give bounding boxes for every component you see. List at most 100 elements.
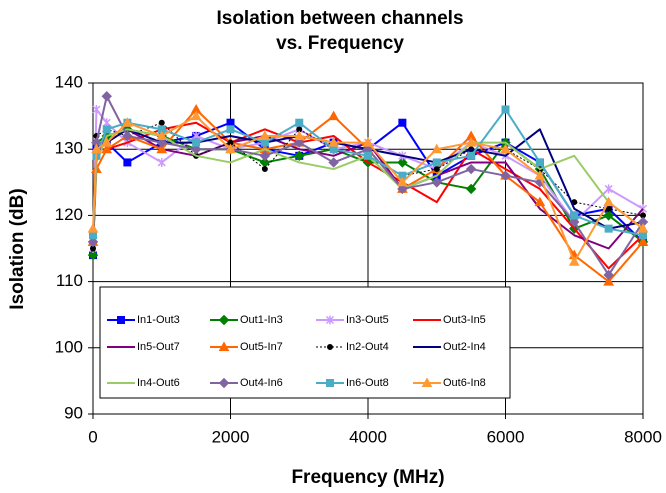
marker: [328, 110, 339, 121]
marker: [364, 151, 372, 160]
marker: [397, 157, 408, 168]
marker: [294, 150, 305, 162]
marker: [328, 137, 339, 147]
marker: [639, 231, 647, 240]
marker: [637, 223, 649, 233]
marker: [465, 163, 477, 175]
series: [87, 91, 649, 281]
legend-label: In1-Out3: [137, 314, 180, 326]
marker: [570, 211, 579, 220]
legend: In1-Out3 Out1-In3 In3-Out5 Out3-In5 In5-Out7…: [99, 286, 511, 399]
marker: [327, 344, 333, 350]
marker: [218, 314, 230, 326]
x-tick-label: 2000: [212, 427, 250, 446]
marker: [605, 205, 612, 212]
marker: [604, 224, 613, 233]
x-tick-label: 8000: [624, 427, 662, 446]
marker: [295, 118, 304, 127]
series-line: [92, 128, 644, 236]
marker: [397, 176, 408, 187]
marker: [87, 223, 99, 233]
marker: [122, 130, 133, 142]
marker: [534, 196, 546, 207]
series: [92, 128, 644, 236]
marker: [397, 183, 408, 195]
legend-label: In6-Out8: [346, 377, 389, 389]
legend-label: Out3-In5: [443, 314, 486, 326]
marker: [362, 137, 374, 147]
legend-label: In3-Out5: [346, 314, 389, 326]
y-tick-label: 120: [55, 205, 83, 224]
marker: [259, 150, 271, 162]
marker: [226, 125, 235, 134]
marker: [156, 143, 168, 154]
marker: [431, 143, 443, 154]
marker: [500, 170, 511, 181]
marker: [294, 137, 305, 148]
marker: [122, 117, 133, 127]
legend-label: Out4-In6: [240, 377, 283, 389]
marker: [261, 166, 268, 173]
legend-label: In5-Out7: [137, 341, 180, 353]
y-tick-label: 140: [55, 72, 83, 91]
marker: [87, 236, 99, 248]
legend-label: Out1-In3: [240, 314, 283, 326]
marker: [158, 119, 165, 126]
marker: [91, 143, 102, 154]
marker: [101, 143, 113, 154]
marker: [328, 157, 339, 168]
x-tick-label: 0: [88, 427, 97, 446]
marker: [190, 110, 202, 121]
marker: [225, 143, 236, 154]
marker: [603, 276, 614, 286]
x-tick-label: 4000: [349, 427, 387, 446]
series: [87, 110, 649, 266]
marker: [432, 158, 441, 167]
marker: [87, 249, 99, 261]
marker: [500, 143, 511, 154]
marker: [569, 216, 580, 228]
marker: [156, 137, 167, 148]
marker: [102, 125, 111, 134]
marker: [259, 130, 271, 140]
legend-label: In4-Out6: [137, 377, 180, 389]
marker: [101, 137, 113, 147]
series: [92, 121, 644, 270]
marker: [603, 269, 614, 281]
marker: [117, 316, 125, 324]
marker: [325, 315, 335, 325]
marker: [190, 143, 202, 155]
marker: [421, 377, 433, 387]
marker: [89, 231, 97, 240]
marker: [465, 183, 477, 195]
y-axis-title: Isolation (dB): [7, 188, 28, 309]
marker: [218, 341, 230, 351]
marker: [501, 105, 510, 114]
marker: [329, 145, 338, 154]
x-tick-label: 6000: [487, 427, 525, 446]
marker: [260, 138, 269, 147]
x-axis-title: Frequency (MHz): [291, 467, 444, 488]
legend-label: Out6-In8: [443, 377, 486, 389]
y-tick-label: 100: [55, 337, 83, 356]
marker: [156, 130, 168, 140]
marker: [92, 104, 101, 114]
marker: [123, 158, 132, 167]
chart-title: vs. Frequency: [276, 33, 404, 54]
legend-label: Out5-In7: [240, 341, 283, 353]
marker: [398, 118, 407, 127]
legend-box: [99, 286, 511, 399]
marker: [465, 137, 477, 147]
marker: [568, 256, 580, 266]
marker: [101, 91, 112, 102]
marker: [226, 118, 235, 127]
marker: [467, 151, 476, 160]
marker: [603, 196, 614, 207]
marker: [534, 170, 546, 180]
marker: [433, 166, 440, 173]
chart-title: Isolation between channels: [216, 8, 463, 29]
marker: [218, 377, 230, 389]
marker: [637, 236, 649, 246]
marker: [293, 130, 305, 140]
